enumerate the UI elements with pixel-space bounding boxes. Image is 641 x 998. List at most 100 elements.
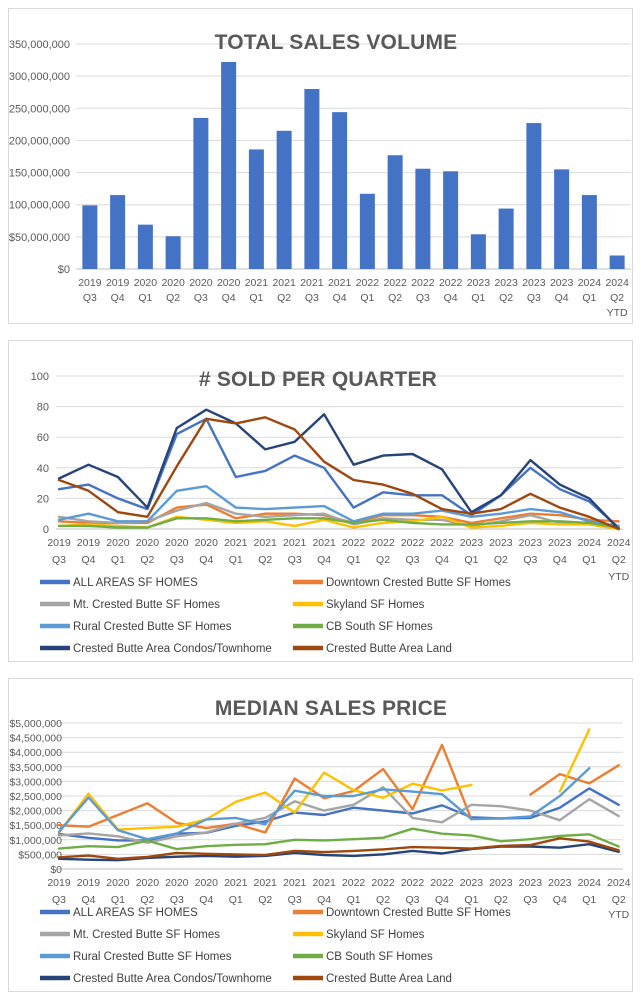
x-axis-tick-label: 2021: [328, 277, 352, 289]
x-axis-tick-label: 2022: [356, 277, 380, 289]
x-axis-tick-label: 2022: [411, 277, 435, 289]
x-axis-tick-label: 2020: [136, 877, 160, 889]
y-axis-tick-label: $2,500,000: [9, 791, 62, 803]
x-axis-tick-label: 2023: [548, 877, 572, 889]
y-axis-tick-label: $4,500,000: [9, 733, 62, 745]
x-axis-tick-label: Q1: [582, 894, 596, 906]
x-axis-tick-label: 2022: [371, 877, 395, 889]
line-series: [57, 408, 620, 531]
legend-label: CB South SF Homes: [326, 951, 433, 963]
x-axis-tick-label: 2022: [342, 537, 366, 549]
x-axis-tick-label: Q1: [464, 554, 478, 566]
x-axis-tick-label: 2022: [401, 537, 425, 549]
x-axis-tick-label: Q1: [471, 292, 485, 304]
bar: [137, 224, 153, 269]
x-axis-tick-label: YTD: [608, 571, 629, 583]
x-axis-tick-label: Q3: [406, 894, 420, 906]
line-series: [57, 843, 620, 862]
line-series: [57, 417, 620, 529]
x-axis-tick-label: 2023: [494, 277, 518, 289]
x-axis-tick-label: 2019: [47, 537, 71, 549]
bar: [443, 171, 459, 269]
x-axis-tick-label: Q4: [317, 554, 331, 566]
bar: [221, 62, 237, 269]
x-axis-tick-label: 2022: [401, 877, 425, 889]
x-axis-tick-label: 2019: [77, 877, 101, 889]
x-axis-tick-label: 2020: [161, 277, 185, 289]
y-axis-tick-label: $5,000,000: [9, 718, 62, 730]
x-axis-tick-label: Q2: [258, 554, 272, 566]
x-axis-tick-label: Q4: [81, 554, 95, 566]
x-axis-tick-label: 2022: [383, 277, 407, 289]
x-axis-tick-label: Q1: [229, 894, 243, 906]
x-axis-tick-label: 2020: [134, 277, 158, 289]
y-axis-tick-label: 40: [37, 463, 49, 475]
legend-label: ALL AREAS SF HOMES: [73, 907, 198, 919]
x-axis-tick-label: Q1: [229, 554, 243, 566]
y-axis-tick-label: $500,000: [18, 849, 62, 861]
x-axis-tick-label: Q3: [52, 554, 66, 566]
legend-label: Crested Butte Area Land: [326, 973, 452, 985]
bar: [581, 195, 597, 269]
x-axis-tick-label: 2019: [106, 277, 130, 289]
legend-label: Rural Crested Butte SF Homes: [73, 621, 232, 633]
bar: [193, 117, 209, 269]
bar: [554, 169, 570, 269]
legend-label: Downtown Crested Butte SF Homes: [326, 577, 511, 589]
x-axis-tick-label: Q3: [288, 554, 302, 566]
x-axis-tick-label: 2022: [430, 877, 454, 889]
x-axis-tick-label: Q2: [140, 894, 154, 906]
chart-title-sold-per-quarter: # SOLD PER QUARTER: [199, 368, 437, 391]
x-axis-tick-label: Q4: [333, 292, 347, 304]
x-axis-tick-label: Q1: [582, 554, 596, 566]
bar: [248, 149, 264, 269]
legend-label: Rural Crested Butte SF Homes: [73, 951, 232, 963]
x-axis-tick-label: Q1: [347, 894, 361, 906]
x-axis-tick-label: 2019: [77, 537, 101, 549]
x-axis-tick-label: 2020: [195, 537, 219, 549]
x-axis-tick-label: Q4: [199, 554, 213, 566]
x-axis-tick-label: Q4: [435, 554, 449, 566]
line-series: [57, 485, 620, 528]
y-axis-tick-label: $200,000,000: [9, 135, 70, 147]
total-sales-volume-chart: $0 $50,000,000 $100,000,000 $150,000,000 $20…: [9, 31, 631, 319]
y-axis-tick-label: $150,000,000: [9, 168, 70, 180]
x-axis-tick-label: 2023: [489, 537, 513, 549]
median-sales-price-chart: $0 $500,000 $1,000,000 $1,500,000 $2,000,000…: [9, 697, 630, 985]
x-axis-tick-label: 2023: [519, 537, 543, 549]
x-axis-tick-label: 2020: [189, 277, 213, 289]
x-axis-tick-label: Q2: [376, 554, 390, 566]
y-axis-tick-label: 100: [31, 371, 49, 383]
x-axis-tick-label: 2021: [245, 277, 269, 289]
x-axis-tick-label: 2020: [165, 877, 189, 889]
x-axis-tick-label: 2023: [489, 877, 513, 889]
x-axis-tick-label: Q3: [170, 554, 184, 566]
x-axis-tick-label: Q4: [553, 554, 567, 566]
sold-per-quarter-chart: 0 20 40 60 80 100 2019 Q3 2019 Q4 2020 Q1 2020 Q2 2020…: [31, 368, 631, 655]
x-axis-tick-label: Q4: [199, 894, 213, 906]
bar: [415, 168, 431, 269]
y-axis-tick-label: $300,000,000: [9, 71, 70, 83]
x-axis-tick-label: Q2: [494, 554, 508, 566]
y-axis-tick-label: $3,000,000: [9, 776, 62, 788]
y-axis-tick-label: 0: [43, 524, 49, 536]
x-axis-tick-label: Q1: [111, 554, 125, 566]
x-axis-tick-label: Q4: [444, 292, 458, 304]
legend-label: CB South SF Homes: [326, 621, 433, 633]
x-axis-tick-label: Q2: [612, 554, 626, 566]
x-axis-tick-label: 2024: [578, 277, 602, 289]
line-series: [57, 517, 620, 529]
bar: [332, 112, 348, 270]
bar: [387, 155, 403, 269]
x-axis-tick-label: 2022: [439, 277, 463, 289]
chart-title-total-sales-volume: TOTAL SALES VOLUME: [215, 31, 458, 54]
bar: [82, 205, 98, 269]
x-axis-tick-label: Q3: [527, 292, 541, 304]
x-axis-tick-label: Q4: [435, 894, 449, 906]
x-axis-tick-label: Q1: [347, 554, 361, 566]
x-axis-tick-label: 2019: [78, 277, 102, 289]
bar: [359, 193, 375, 269]
y-axis-tick-label: $0: [50, 864, 62, 876]
legend-label: Mt. Crested Butte SF Homes: [73, 599, 220, 611]
x-axis-tick-label: 2020: [217, 277, 241, 289]
